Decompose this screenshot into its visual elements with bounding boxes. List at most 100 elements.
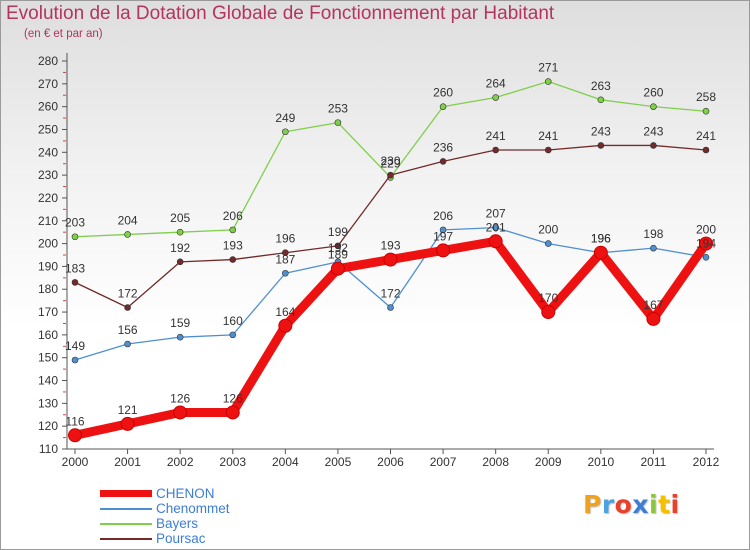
y-tick-label-120: 120 bbox=[38, 419, 58, 433]
point-bayers-2009 bbox=[544, 78, 552, 85]
y-tick-label-190: 190 bbox=[38, 259, 58, 273]
proxiti-logo: Proxiti bbox=[583, 490, 680, 519]
legend-label-chenommet: Chenommet bbox=[156, 501, 230, 516]
data-label-chenon-2009: 170 bbox=[538, 291, 558, 305]
data-label-chenon-2004: 164 bbox=[275, 305, 295, 319]
y-tick-label-270: 270 bbox=[38, 77, 58, 91]
series-poursac bbox=[71, 142, 710, 311]
data-label-chenommet-2005: 192 bbox=[328, 241, 348, 255]
point-chenommet-2009 bbox=[544, 240, 552, 247]
data-label-bayers-2004: 249 bbox=[275, 111, 295, 125]
x-tick-label-2009: 2009 bbox=[535, 455, 562, 469]
point-poursac-2004 bbox=[282, 249, 289, 257]
data-label-bayers-2002: 205 bbox=[170, 211, 190, 225]
point-chenon-2007 bbox=[436, 243, 451, 258]
legend-label-bayers: Bayers bbox=[156, 516, 199, 531]
data-label-poursac-2009: 241 bbox=[538, 129, 558, 143]
series-chenon bbox=[68, 234, 713, 443]
data-label-chenon-2001: 121 bbox=[118, 403, 138, 417]
y-tick-label-220: 220 bbox=[38, 191, 58, 205]
data-label-poursac-2005: 199 bbox=[328, 225, 348, 239]
x-tick-label-2001: 2001 bbox=[114, 455, 141, 469]
point-poursac-2009 bbox=[544, 146, 552, 154]
legend-label-chenon: CHENON bbox=[156, 486, 215, 501]
data-label-chenommet-2008: 207 bbox=[486, 207, 506, 221]
point-bayers-2000 bbox=[71, 233, 79, 241]
point-bayers-2008 bbox=[492, 94, 499, 101]
point-poursac-2005 bbox=[334, 242, 342, 250]
data-label-bayers-2010: 263 bbox=[591, 79, 611, 93]
logo-letter: i bbox=[649, 490, 659, 519]
data-label-chenommet-2010: 196 bbox=[591, 232, 611, 246]
data-label-poursac-2007: 236 bbox=[433, 140, 453, 154]
data-label-bayers-2008: 264 bbox=[486, 77, 506, 91]
data-label-chenommet-2000: 149 bbox=[65, 339, 85, 353]
logo-letter: o bbox=[614, 490, 633, 519]
data-label-chenon-2008: 201 bbox=[486, 220, 506, 234]
data-label-chenon-2005: 189 bbox=[328, 248, 348, 262]
y-tick-label-150: 150 bbox=[38, 351, 58, 365]
x-tick-label-2004: 2004 bbox=[272, 455, 299, 469]
y-tick-label-210: 210 bbox=[38, 214, 58, 228]
point-poursac-2007 bbox=[439, 158, 447, 165]
chart-subtitle: (en € et par an) bbox=[24, 28, 103, 40]
data-label-chenon-2002: 126 bbox=[170, 391, 190, 405]
y-tick-label-250: 250 bbox=[38, 122, 58, 136]
y-tick-label-260: 260 bbox=[38, 100, 58, 114]
logo-letter: x bbox=[632, 490, 649, 519]
data-label-chenon-2003: 126 bbox=[223, 391, 243, 405]
point-chenommet-2003 bbox=[229, 331, 237, 339]
x-tick-label-2005: 2005 bbox=[325, 455, 352, 469]
data-label-poursac-2011: 243 bbox=[643, 124, 663, 138]
data-label-poursac-2004: 196 bbox=[275, 232, 295, 246]
point-chenon-2008 bbox=[488, 234, 503, 249]
point-chenon-2010 bbox=[593, 245, 608, 260]
logo-letter: r bbox=[601, 490, 615, 519]
point-poursac-2012 bbox=[702, 146, 710, 154]
point-bayers-2010 bbox=[597, 96, 605, 104]
point-bayers-2001 bbox=[124, 231, 131, 238]
data-label-chenon-2006: 193 bbox=[380, 239, 400, 253]
point-poursac-2002 bbox=[176, 258, 184, 266]
data-label-chenon-2007: 197 bbox=[433, 229, 453, 243]
y-tick-label-280: 280 bbox=[38, 54, 58, 68]
data-label-chenommet-2001: 156 bbox=[118, 323, 138, 337]
x-tick-label-2008: 2008 bbox=[482, 455, 509, 469]
point-chenon-2002 bbox=[173, 405, 188, 420]
data-label-chenommet-2009: 200 bbox=[538, 223, 558, 237]
data-label-chenommet-2012: 194 bbox=[696, 236, 716, 250]
point-bayers-2012 bbox=[702, 107, 710, 115]
y-tick-label-170: 170 bbox=[38, 305, 58, 319]
data-label-chenon-2012: 200 bbox=[696, 223, 716, 237]
y-tick-label-110: 110 bbox=[39, 442, 58, 456]
x-tick-label-2011: 2011 bbox=[641, 455, 667, 469]
point-poursac-2001 bbox=[124, 304, 131, 311]
point-bayers-2003 bbox=[229, 226, 237, 234]
data-label-poursac-2006: 230 bbox=[380, 154, 400, 168]
data-label-chenommet-2003: 160 bbox=[223, 314, 243, 328]
data-label-poursac-2000: 183 bbox=[65, 261, 85, 275]
data-label-chenon-2000: 116 bbox=[65, 414, 84, 428]
logo-letter: P bbox=[583, 490, 602, 519]
data-label-chenommet-2002: 159 bbox=[170, 316, 190, 330]
point-chenon-2003 bbox=[225, 405, 240, 420]
data-label-bayers-2005: 253 bbox=[328, 102, 348, 116]
point-chenommet-2007 bbox=[439, 226, 447, 234]
chart-series bbox=[68, 78, 713, 443]
point-chenon-2006 bbox=[383, 252, 398, 267]
point-poursac-2006 bbox=[387, 171, 394, 179]
data-label-bayers-2003: 206 bbox=[223, 209, 243, 223]
point-bayers-2011 bbox=[650, 103, 657, 110]
legend-swatch-poursac bbox=[100, 538, 152, 540]
point-poursac-2008 bbox=[492, 146, 499, 154]
y-tick-label-130: 130 bbox=[38, 396, 58, 410]
point-poursac-2011 bbox=[650, 142, 657, 149]
y-tick-label-180: 180 bbox=[38, 282, 58, 296]
legend-swatch-chenommet bbox=[100, 508, 152, 510]
chart-axes: 1101201301401501601701801902002102202302… bbox=[38, 53, 720, 469]
line-chart: 1101201301401501601701801902002102202302… bbox=[38, 53, 720, 469]
data-label-poursac-2008: 241 bbox=[486, 129, 506, 143]
data-label-bayers-2009: 271 bbox=[538, 61, 558, 75]
legend-swatch-bayers bbox=[100, 523, 152, 525]
point-bayers-2005 bbox=[334, 119, 342, 126]
